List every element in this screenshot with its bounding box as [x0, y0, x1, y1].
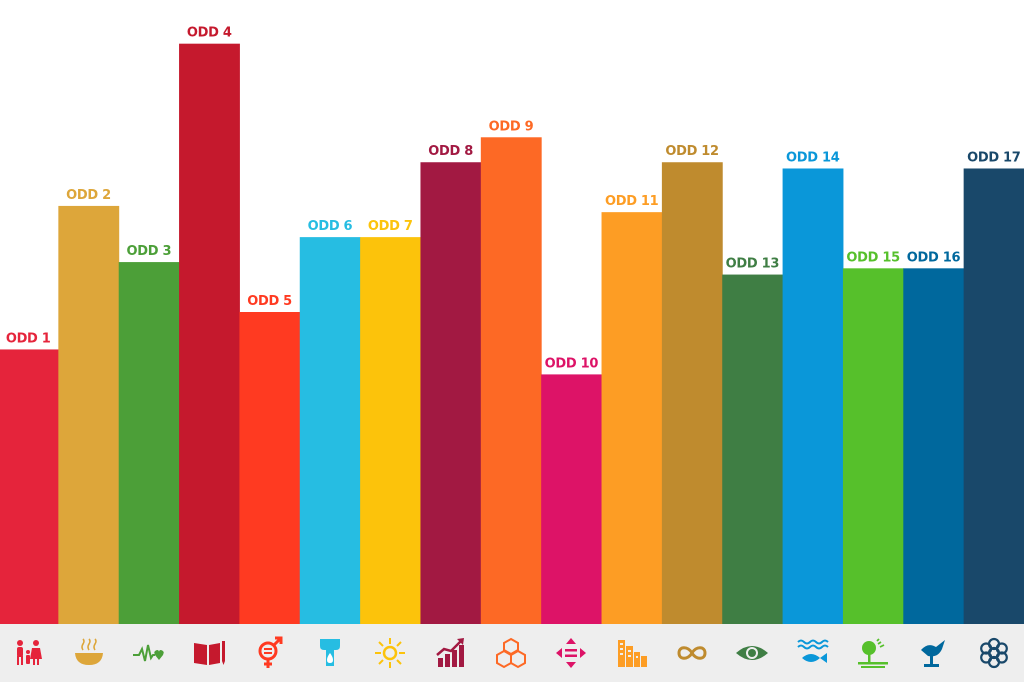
equality-arrows-icon [556, 638, 587, 668]
eye-globe-icon [736, 646, 769, 660]
bar-label-odd-15: ODD 15 [846, 250, 900, 265]
bar-odd-6 [299, 237, 361, 624]
dove-gavel-icon [921, 640, 946, 667]
icon-cell-odd-8 [420, 624, 480, 682]
bar-odd-15 [842, 268, 904, 624]
bar-odd-2 [58, 205, 120, 624]
icon-cell-odd-6 [300, 624, 360, 682]
sun-icon [375, 638, 406, 668]
icon-cell-odd-10 [541, 624, 601, 682]
fish-waves-icon [797, 639, 829, 663]
sdg-icon-strip [0, 624, 1024, 682]
icon-cell-odd-17 [964, 624, 1024, 682]
bar-label-odd-13: ODD 13 [726, 257, 780, 272]
bar-odd-8 [420, 162, 482, 624]
icon-cell-odd-14 [783, 624, 843, 682]
icon-cell-odd-5 [239, 624, 299, 682]
bar-odd-10 [541, 374, 603, 624]
bar-label-odd-17: ODD 17 [967, 150, 1021, 165]
infinity-icon [677, 646, 707, 660]
bar-odd-16 [903, 268, 965, 624]
icon-cell-odd-4 [179, 624, 239, 682]
bar-label-odd-1: ODD 1 [6, 331, 51, 346]
bars-plot: ODD 1 ODD 2 ODD 3 ODD 4 ODD 5 ODD 6 ODD 7 ODD 8… [0, 26, 1024, 624]
bar-label-odd-16: ODD 16 [907, 250, 961, 265]
icon-cell-odd-9 [481, 624, 541, 682]
icon-cell-odd-7 [360, 624, 420, 682]
icon-cell-odd-16 [903, 624, 963, 682]
icon-cell-odd-12 [662, 624, 722, 682]
bar-odd-4 [179, 43, 240, 624]
bar-label-odd-11: ODD 11 [605, 194, 659, 209]
bar-label-odd-3: ODD 3 [127, 244, 172, 259]
bar-label-odd-10: ODD 10 [545, 356, 599, 371]
icon-cell-odd-3 [119, 624, 179, 682]
icon-cell-odd-13 [722, 624, 782, 682]
bar-odd-11 [601, 212, 663, 624]
cubes-icon [495, 637, 526, 669]
bar-label-odd-7: ODD 7 [368, 219, 413, 234]
icon-cell-odd-1 [0, 624, 58, 682]
bar-odd-13 [722, 274, 784, 624]
bar-odd-14 [782, 168, 844, 624]
heartbeat-icon [132, 644, 164, 662]
icon-cell-odd-15 [843, 624, 903, 682]
bar-label-odd-6: ODD 6 [308, 219, 353, 234]
icon-cell-odd-11 [602, 624, 662, 682]
family-icon [17, 640, 43, 665]
growth-chart-icon [435, 638, 464, 667]
bar-label-odd-12: ODD 12 [665, 144, 718, 159]
book-pencil-icon [194, 641, 226, 665]
bar-odd-7 [360, 237, 421, 624]
bar-label-odd-14: ODD 14 [786, 150, 840, 165]
bar-label-odd-4: ODD 4 [187, 26, 232, 41]
tree-land-icon [858, 638, 889, 668]
icon-cell-odd-2 [58, 624, 118, 682]
bar-label-odd-8: ODD 8 [428, 144, 473, 159]
bar-odd-9 [480, 137, 542, 624]
gender-equality-icon [258, 636, 283, 668]
bar-odd-17 [963, 168, 1024, 624]
bar-label-odd-2: ODD 2 [66, 188, 111, 203]
bar-odd-12 [661, 162, 723, 624]
bar-odd-1 [0, 349, 59, 624]
bar-odd-3 [118, 262, 180, 624]
bar-label-odd-5: ODD 5 [247, 294, 292, 309]
bar-odd-5 [239, 312, 301, 624]
water-drop-icon [319, 639, 340, 666]
food-bowl-icon [74, 638, 103, 665]
city-buildings-icon [617, 640, 647, 667]
bar-label-odd-9: ODD 9 [489, 119, 534, 134]
partnership-flower-icon [979, 637, 1008, 669]
